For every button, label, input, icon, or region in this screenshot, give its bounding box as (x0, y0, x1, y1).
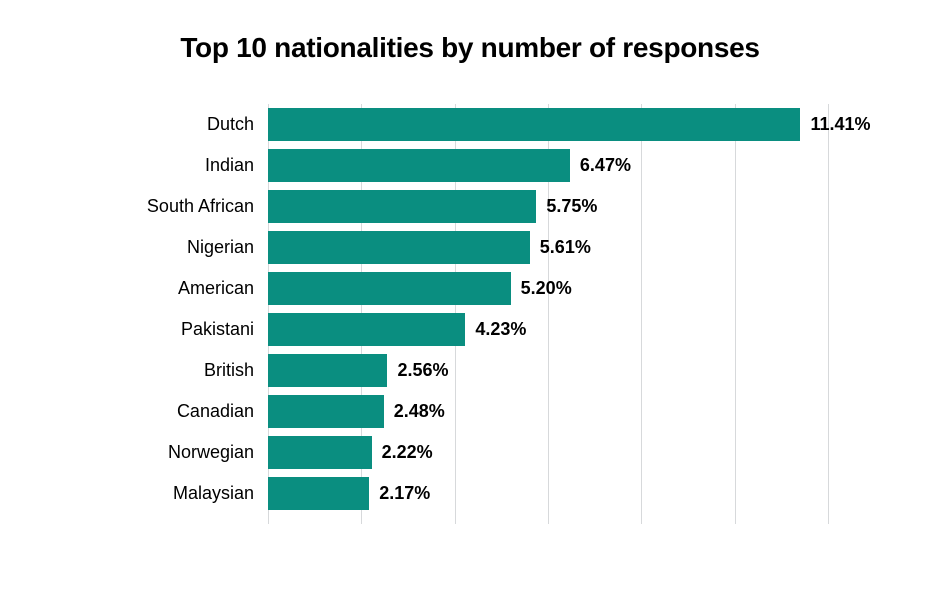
bar-value-label: 2.56% (387, 360, 448, 381)
bar (268, 313, 465, 346)
chart-container: Top 10 nationalities by number of respon… (0, 0, 940, 600)
bar (268, 477, 369, 510)
bar-category-label: Dutch (207, 114, 268, 135)
bar-value-label: 4.23% (465, 319, 526, 340)
bar-row: Indian6.47% (268, 149, 828, 182)
bar (268, 231, 530, 264)
bar-row: American5.20% (268, 272, 828, 305)
bar-row: Malaysian2.17% (268, 477, 828, 510)
bar-row: British2.56% (268, 354, 828, 387)
bar (268, 108, 800, 141)
bar-category-label: Norwegian (168, 442, 268, 463)
bar (268, 354, 387, 387)
bar-row: Norwegian2.22% (268, 436, 828, 469)
bar (268, 190, 536, 223)
bar-value-label: 5.75% (536, 196, 597, 217)
bar-value-label: 2.48% (384, 401, 445, 422)
gridline (828, 104, 829, 524)
bar (268, 149, 570, 182)
bar-value-label: 6.47% (570, 155, 631, 176)
bar-category-label: British (204, 360, 268, 381)
bar-row: Dutch11.41% (268, 108, 828, 141)
bar-value-label: 5.20% (511, 278, 572, 299)
bar-value-label: 2.17% (369, 483, 430, 504)
bar (268, 436, 372, 469)
bar-category-label: Indian (205, 155, 268, 176)
bars: Dutch11.41% Indian6.47% South African5.75%… (268, 104, 828, 524)
bar-category-label: American (178, 278, 268, 299)
bar-category-label: Nigerian (187, 237, 268, 258)
bar (268, 395, 384, 428)
bar-row: Pakistani4.23% (268, 313, 828, 346)
bar-category-label: Malaysian (173, 483, 268, 504)
bar-value-label: 11.41% (800, 114, 870, 135)
bar-value-label: 5.61% (530, 237, 591, 258)
plot-area: Dutch11.41% Indian6.47% South African5.75%… (268, 104, 828, 524)
bar-category-label: South African (147, 196, 268, 217)
bar-category-label: Pakistani (181, 319, 268, 340)
bar-category-label: Canadian (177, 401, 268, 422)
bar-row: Nigerian5.61% (268, 231, 828, 264)
bar-row: Canadian2.48% (268, 395, 828, 428)
bar (268, 272, 511, 305)
chart-title: Top 10 nationalities by number of respon… (0, 32, 940, 64)
bar-row: South African5.75% (268, 190, 828, 223)
bar-value-label: 2.22% (372, 442, 433, 463)
